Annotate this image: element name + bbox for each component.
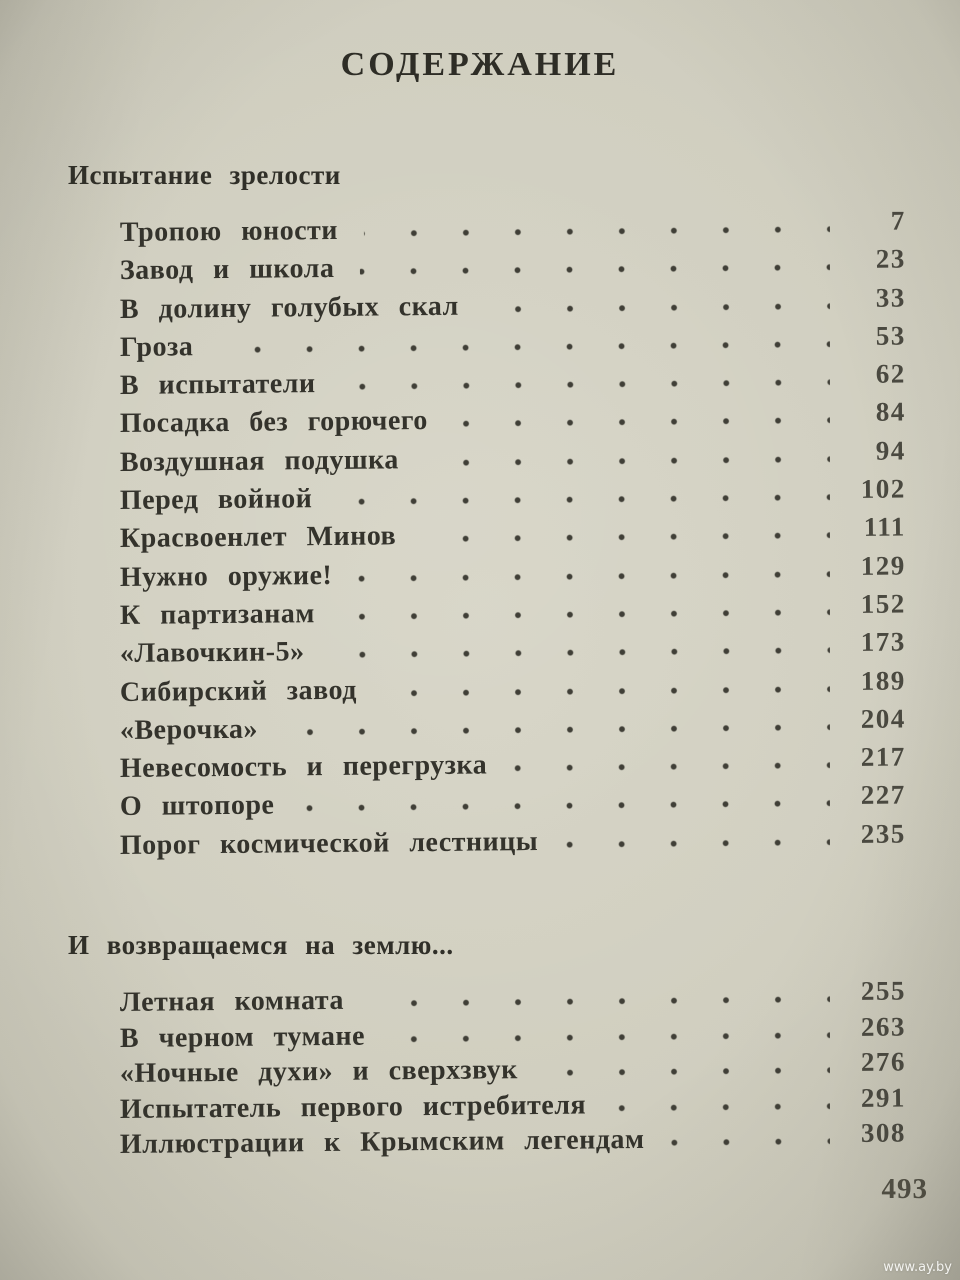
- entry-page-number: 255: [860, 975, 907, 1006]
- entry-title: Нужно оружие!: [119, 559, 333, 593]
- entry-title: Красвоенлет Минов: [119, 520, 397, 555]
- dot-leader: [369, 994, 830, 1009]
- entry-title: Летная комната: [119, 984, 345, 1019]
- entry-page-number: 33: [875, 282, 906, 313]
- dot-leader: [453, 415, 830, 430]
- entry-page-number: 227: [860, 779, 906, 811]
- dot-leader: [219, 339, 830, 355]
- dot-leader: [283, 722, 830, 738]
- entry-title: В долину голубых скал: [119, 290, 459, 325]
- toc-section: Испытание зрелости Тропою юности 7 Завод…: [68, 160, 906, 868]
- toc-entry: Порог космической лестницы 235: [119, 818, 906, 868]
- book-page-number: 493: [881, 1172, 928, 1205]
- dot-leader: [391, 1029, 830, 1044]
- page-title: СОДЕРЖАНИЕ: [340, 46, 620, 83]
- entry-title: Иллюстрации к Крымским легендам: [119, 1124, 645, 1161]
- entry-page-number: 308: [860, 1117, 907, 1148]
- entry-page-number: 276: [860, 1046, 907, 1077]
- section-entries: Летная комната 255 В черном тумане 263 «…: [119, 976, 907, 1165]
- dot-leader: [363, 224, 830, 239]
- toc-section: И возвращаемся на землю... Летная комнат…: [68, 930, 906, 1165]
- dot-leader: [360, 262, 830, 277]
- entry-page-number: 217: [860, 741, 906, 773]
- entry-title: В черном тумане: [119, 1020, 366, 1054]
- dot-leader: [340, 607, 830, 622]
- entry-title: О штопоре: [119, 789, 275, 823]
- section-entries: Тропою юности 7 Завод и школа 23 В долин…: [119, 205, 906, 868]
- entry-page-number: 102: [860, 473, 906, 504]
- entry-page-number: 84: [875, 396, 906, 428]
- entry-page-number: 53: [875, 320, 906, 351]
- dot-leader: [358, 568, 830, 584]
- dot-leader: [300, 798, 830, 814]
- entry-title: Тропою юности: [119, 214, 339, 248]
- watermark: www.ay.by: [883, 1260, 952, 1275]
- entry-page-number: 235: [860, 818, 906, 849]
- section-heading: Испытание зрелости: [68, 160, 341, 190]
- entry-title: Гроза: [119, 331, 194, 363]
- entry-title: В испытатели: [119, 368, 316, 402]
- entry-page-number: 189: [860, 665, 906, 696]
- toc-sections: Испытание зрелости Тропою юности 7 Завод…: [68, 160, 906, 1165]
- toc-entry: Иллюстрации к Крымским легендам 308: [119, 1118, 906, 1165]
- entry-page-number: 111: [863, 511, 906, 543]
- entry-page-number: 152: [860, 588, 906, 619]
- dot-leader: [513, 760, 830, 774]
- dot-leader: [543, 1065, 830, 1078]
- dot-leader: [422, 530, 830, 545]
- dot-leader: [612, 1100, 830, 1113]
- dot-leader: [424, 453, 830, 468]
- entry-page-number: 7: [890, 205, 906, 236]
- entry-title: К партизанам: [119, 598, 316, 631]
- section-heading: И возвращаемся на землю...: [68, 930, 454, 961]
- entry-title: Завод и школа: [119, 253, 335, 287]
- dot-leader: [341, 377, 830, 393]
- dot-leader: [484, 300, 830, 315]
- entry-title: Невесомость и перегрузка: [119, 749, 488, 785]
- entry-title: Посадка без горючего: [119, 405, 428, 440]
- entry-page-number: 62: [875, 358, 906, 389]
- dot-leader: [330, 645, 830, 661]
- entry-title: «Верочка»: [119, 713, 259, 746]
- entry-title: Порог космической лестницы: [119, 825, 539, 861]
- dot-leader: [564, 836, 830, 850]
- dot-leader: [382, 683, 830, 699]
- entry-page-number: 204: [860, 703, 906, 734]
- entry-title: Испытатель первого истребителя: [119, 1089, 587, 1125]
- dot-leader: [670, 1136, 830, 1148]
- entry-title: «Лавочкин-5»: [119, 636, 305, 670]
- entry-page-number: 263: [860, 1011, 907, 1042]
- entry-page-number: 291: [860, 1082, 907, 1113]
- entry-page-number: 173: [860, 626, 906, 658]
- entry-page-number: 94: [875, 435, 906, 466]
- entry-title: Перед войной: [119, 483, 313, 517]
- entry-title: «Ночные духи» и сверхзвук: [119, 1054, 519, 1090]
- entry-page-number: 23: [875, 243, 906, 275]
- dot-leader: [338, 492, 830, 507]
- entry-title: Воздушная подушка: [119, 444, 399, 478]
- entry-title: Сибирский завод: [119, 674, 358, 708]
- entry-page-number: 129: [860, 550, 906, 581]
